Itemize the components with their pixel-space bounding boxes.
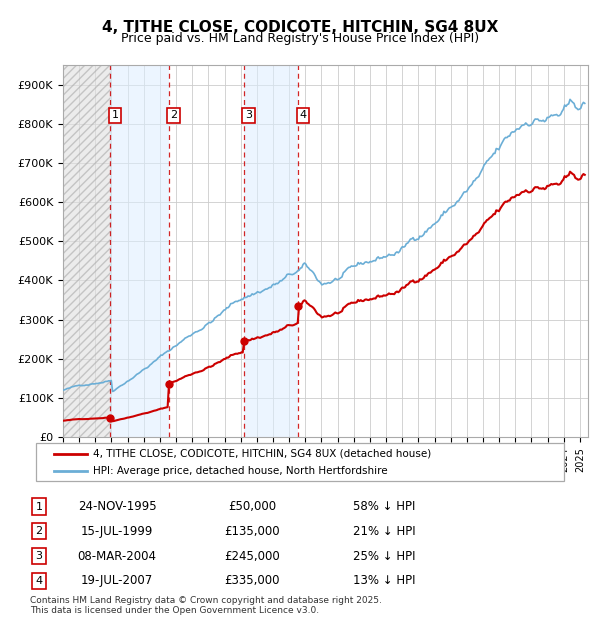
Text: 58% ↓ HPI: 58% ↓ HPI (353, 500, 415, 513)
Text: 1: 1 (112, 110, 118, 120)
Text: Contains HM Land Registry data © Crown copyright and database right 2025.
This d: Contains HM Land Registry data © Crown c… (30, 596, 382, 615)
Text: 21% ↓ HPI: 21% ↓ HPI (353, 525, 415, 538)
Text: 2: 2 (170, 110, 178, 120)
Text: £245,000: £245,000 (224, 550, 280, 562)
Text: 15-JUL-1999: 15-JUL-1999 (81, 525, 153, 538)
Text: 24-NOV-1995: 24-NOV-1995 (77, 500, 157, 513)
Text: Price paid vs. HM Land Registry's House Price Index (HPI): Price paid vs. HM Land Registry's House … (121, 32, 479, 45)
Text: 19-JUL-2007: 19-JUL-2007 (81, 575, 153, 587)
Text: 2: 2 (35, 526, 43, 536)
Text: 25% ↓ HPI: 25% ↓ HPI (353, 550, 415, 562)
Text: 4, TITHE CLOSE, CODICOTE, HITCHIN, SG4 8UX (detached house): 4, TITHE CLOSE, CODICOTE, HITCHIN, SG4 8… (93, 449, 431, 459)
Text: 4: 4 (35, 576, 43, 586)
Bar (110, 65, 169, 437)
Text: 4: 4 (299, 110, 307, 120)
Text: 4, TITHE CLOSE, CODICOTE, HITCHIN, SG4 8UX: 4, TITHE CLOSE, CODICOTE, HITCHIN, SG4 8… (102, 20, 498, 35)
Text: 3: 3 (35, 551, 43, 561)
Bar (244, 65, 298, 437)
Text: 3: 3 (245, 110, 252, 120)
Text: £50,000: £50,000 (228, 500, 276, 513)
Text: 13% ↓ HPI: 13% ↓ HPI (353, 575, 415, 587)
Text: £135,000: £135,000 (224, 525, 280, 538)
Text: 1: 1 (35, 502, 43, 512)
Text: 08-MAR-2004: 08-MAR-2004 (77, 550, 157, 562)
Text: HPI: Average price, detached house, North Hertfordshire: HPI: Average price, detached house, Nort… (93, 466, 388, 476)
Text: £335,000: £335,000 (224, 575, 280, 587)
Bar (63, 65, 110, 437)
